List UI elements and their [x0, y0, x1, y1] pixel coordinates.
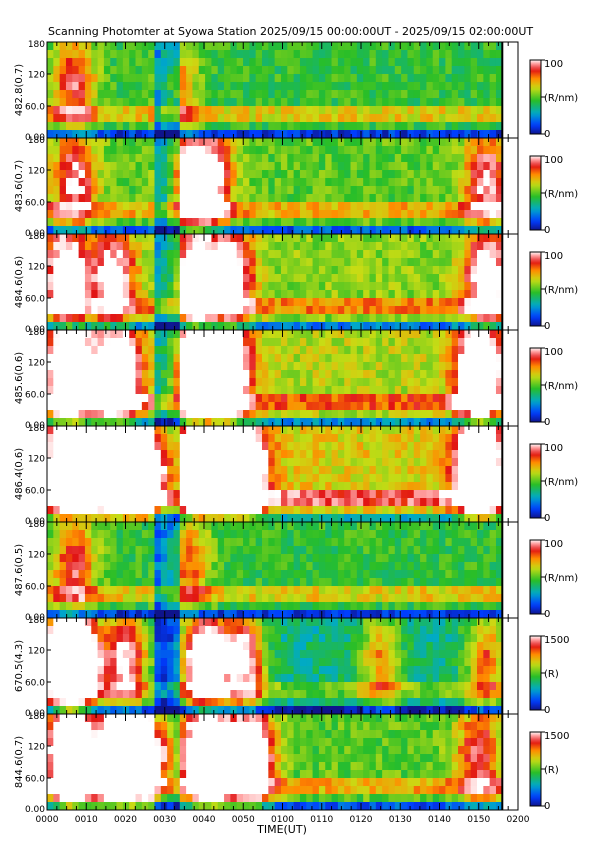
- y-tick-label: 0.00: [25, 325, 45, 335]
- y-tick-label: 60.0: [25, 487, 45, 497]
- y-tick-label: 180: [28, 616, 45, 626]
- y-tick-label: 120: [28, 71, 45, 81]
- colorbar-6: [529, 539, 542, 615]
- heatmap-panel-1: [47, 42, 503, 139]
- colorbar-min-label: 0: [544, 801, 550, 812]
- y-tick-label: 60.0: [25, 775, 45, 785]
- x-tick-label: 0120: [350, 815, 373, 825]
- colorbar-min-label: 0: [544, 513, 550, 524]
- colorbar-max-label: 100: [544, 59, 563, 70]
- y-tick-label: 60.0: [25, 103, 45, 113]
- y-tick-label: 0.00: [25, 709, 45, 719]
- y-tick-label: 180: [28, 520, 45, 530]
- colorbar-4: [529, 347, 542, 423]
- y-tick-label: 180: [28, 232, 45, 242]
- colorbar-min-label: 0: [544, 321, 550, 332]
- y-tick-label: 60.0: [25, 199, 45, 209]
- colorbar-max-label: 100: [544, 539, 563, 550]
- colorbar-max-label: 100: [544, 155, 563, 166]
- x-tick-label: 0030: [153, 815, 176, 825]
- y-tick-label: 180: [28, 328, 45, 338]
- colorbar-min-label: 0: [544, 417, 550, 428]
- y-tick-label: 60.0: [25, 679, 45, 689]
- colorbar-max-label: 100: [544, 251, 563, 262]
- y-tick-label: 60.0: [25, 391, 45, 401]
- colorbar-5: [529, 443, 542, 519]
- colorbar-1: [529, 59, 542, 135]
- colorbar-unit-label: (R/nm): [544, 477, 578, 488]
- y-tick-label: 0.00: [25, 421, 45, 431]
- panel-ylabel: 487.6(0.5): [14, 544, 25, 596]
- y-tick-label: 180: [28, 712, 45, 722]
- y-tick-label: 120: [28, 263, 45, 273]
- x-tick-label: 0010: [75, 815, 98, 825]
- y-tick-label: 120: [28, 551, 45, 561]
- colorbar-unit-label: (R): [544, 765, 559, 776]
- x-tick-label: 0130: [389, 815, 412, 825]
- heatmap-panel-4: [47, 330, 503, 427]
- colorbar-7: [529, 635, 542, 711]
- chart-title: Scanning Photomter at Syowa Station 2025…: [48, 25, 534, 38]
- y-tick-label: 120: [28, 359, 45, 369]
- x-tick-label: 0140: [428, 815, 451, 825]
- colorbar-min-label: 0: [544, 609, 550, 620]
- heatmap-panel-8: [47, 714, 503, 811]
- panel-ylabel: 483.6(0.7): [14, 160, 25, 212]
- heatmap-panel-3: [47, 234, 503, 331]
- x-tick-label: 0040: [193, 815, 216, 825]
- y-tick-label: 0.00: [25, 229, 45, 239]
- panel-ylabel: 486.4(0.6): [14, 448, 25, 500]
- panel-ylabel: 485.6(0.6): [14, 352, 25, 404]
- colorbar-unit-label: (R/nm): [544, 189, 578, 200]
- y-tick-label: 120: [28, 647, 45, 657]
- y-tick-label: 60.0: [25, 583, 45, 593]
- colorbar-2: [529, 155, 542, 231]
- y-tick-label: 0.00: [25, 517, 45, 527]
- x-tick-label: 0020: [114, 815, 137, 825]
- colorbar-unit-label: (R/nm): [544, 285, 578, 296]
- colorbar-unit-label: (R): [544, 669, 559, 680]
- x-axis-label: TIME(UT): [256, 823, 307, 836]
- y-tick-label: 0.00: [25, 805, 45, 815]
- colorbar-min-label: 0: [544, 705, 550, 716]
- panel-ylabel: 484.6(0.6): [14, 256, 25, 308]
- x-tick-label: 0150: [467, 815, 490, 825]
- y-tick-label: 0.00: [25, 133, 45, 143]
- heatmap-panel-6: [47, 522, 503, 619]
- colorbar-unit-label: (R/nm): [544, 573, 578, 584]
- panel-ylabel: 844.6(0.7): [14, 736, 25, 788]
- y-tick-label: 180: [28, 424, 45, 434]
- y-tick-label: 60.0: [25, 295, 45, 305]
- y-tick-label: 180: [28, 136, 45, 146]
- panel-ylabel: 670.5(4.3): [14, 640, 25, 692]
- y-tick-label: 120: [28, 743, 45, 753]
- x-tick-label: 0200: [507, 815, 530, 825]
- y-tick-label: 0.00: [25, 613, 45, 623]
- colorbar-min-label: 0: [544, 225, 550, 236]
- heatmap-panel-7: [47, 618, 503, 715]
- x-tick-label: 0100: [271, 815, 294, 825]
- heatmap-panel-5: [47, 426, 503, 523]
- colorbar-3: [529, 251, 542, 327]
- heatmap-panel-2: [47, 138, 503, 235]
- colorbar-unit-label: (R/nm): [544, 93, 578, 104]
- colorbar-8: [529, 731, 542, 807]
- x-tick-label: 0110: [310, 815, 333, 825]
- colorbar-max-label: 100: [544, 443, 563, 454]
- colorbar-max-label: 100: [544, 347, 563, 358]
- colorbar-max-label: 1500: [544, 731, 569, 742]
- panel-ylabel: 482.8(0.7): [14, 64, 25, 116]
- colorbar-min-label: 0: [544, 129, 550, 140]
- colorbar-max-label: 1500: [544, 635, 569, 646]
- y-tick-label: 180: [28, 40, 45, 50]
- y-tick-label: 120: [28, 167, 45, 177]
- x-tick-label: 0050: [232, 815, 255, 825]
- x-tick-label: 0000: [36, 815, 59, 825]
- y-tick-label: 120: [28, 455, 45, 465]
- colorbar-unit-label: (R/nm): [544, 381, 578, 392]
